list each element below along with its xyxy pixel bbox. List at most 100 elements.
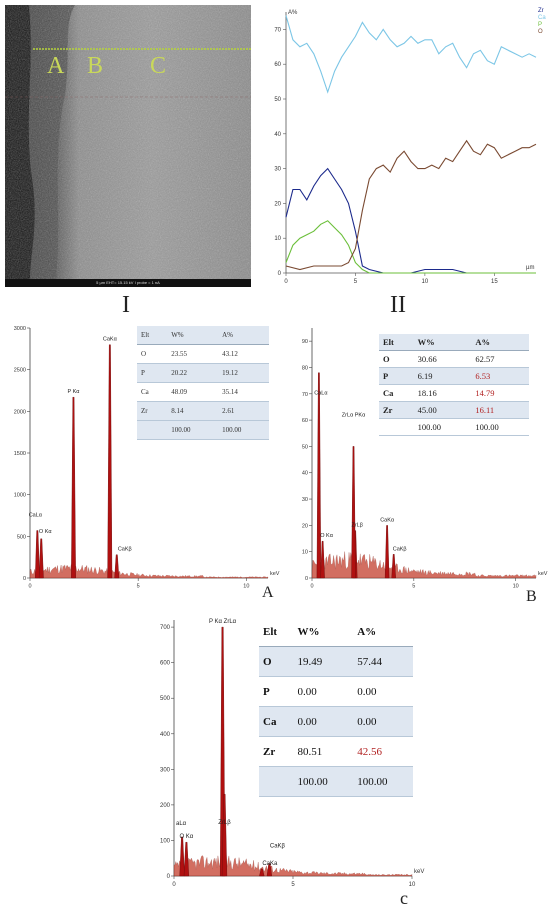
panel-label-i: I [122, 292, 130, 318]
cell-w: 6.19 [413, 367, 472, 385]
sem-texture [5, 5, 251, 287]
x-tick-label: 10 [243, 584, 249, 590]
table-row: O 23.55 43.12 [137, 344, 269, 364]
y-tick-label: 60 [274, 62, 281, 68]
y-tick-label: 30 [274, 167, 281, 173]
cell-w: 45.00 [413, 401, 472, 419]
x-tick-label: 5 [137, 584, 140, 590]
cell-w: 100.00 [167, 420, 219, 440]
cell-elt [137, 420, 168, 440]
cell-w: 19.49 [293, 646, 354, 677]
cell-a: 57.44 [353, 646, 413, 677]
x-axis-unit: keV [414, 869, 424, 875]
cell-elt: O [259, 646, 294, 677]
peak-label: CaKα [380, 517, 395, 523]
series-line-p [285, 220, 536, 274]
cell-elt: Ca [379, 384, 414, 402]
x-axis-unit: keV [270, 571, 280, 577]
y-tick-label: 0 [305, 576, 308, 582]
peak-o-kα [38, 538, 44, 579]
series-line-o [285, 139, 537, 271]
y-tick-label: 0 [23, 576, 26, 582]
spectrum-background [311, 551, 537, 579]
spectrum-background [29, 564, 269, 579]
peak-label: aLα [176, 821, 187, 827]
peak-zrlα-pkα [351, 446, 356, 579]
y-tick-label: 300 [160, 767, 171, 773]
peak-label: CaLα [314, 391, 328, 397]
peak-label: P Kα [68, 389, 81, 395]
y-tick-label: 1500 [14, 451, 26, 457]
table-row: Ca 0.00 0.00 [259, 706, 413, 737]
peak-label: CaKβ [393, 546, 407, 552]
cell-a: 14.79 [471, 384, 529, 402]
cell-elt: P [379, 367, 414, 385]
y-tick-label: 40 [302, 471, 308, 477]
cell-a: 43.12 [218, 344, 269, 364]
cell-w: 0.00 [293, 706, 354, 737]
peak-calα [34, 530, 40, 579]
header-a: A% [218, 326, 269, 345]
peak-label: CaKa [262, 861, 278, 867]
y-tick-label: 90 [302, 339, 308, 345]
peak-cakα [384, 525, 390, 579]
peak-cakβ [114, 554, 120, 579]
peak-label: P Kα ZrLα [209, 619, 237, 625]
y-tick-label: 200 [160, 803, 171, 809]
zone-label-a: A [47, 53, 65, 79]
cell-elt [379, 418, 414, 436]
table-row: P 0.00 0.00 [259, 676, 413, 707]
spectrum-background [173, 853, 413, 877]
peak-calα [316, 372, 322, 579]
peak-label: CaKα [103, 337, 118, 343]
x-axis-unit: keV [538, 571, 548, 577]
peak-zrlβ [221, 794, 228, 877]
y-tick-label: 50 [274, 97, 281, 103]
y-tick-label: 20 [302, 523, 308, 529]
sem-info-bar: 5 µm EHT= 15.15 kV I probe = 1 nA [5, 279, 251, 287]
spectrum-c-chart: 0 100 200 300 400 500 600 700 0 5 10 keV aLα O Kα P Kα… [160, 619, 424, 888]
peak-p-kα [71, 397, 76, 579]
y-tick-label: 50 [302, 444, 308, 450]
header-elt: Elt [137, 326, 168, 345]
spectrum-b-chart: 0 10 20 30 40 50 60 70 80 90 0 5 10 keV CaLα O Kα ZrLβ Zr… [302, 328, 548, 590]
peak-cakα [107, 344, 113, 579]
cell-a: 0.00 [353, 706, 413, 737]
y-tick-label: 60 [302, 418, 308, 424]
cell-elt [259, 766, 294, 797]
peak-label: CaLα [29, 513, 43, 519]
y-tick-label: 10 [274, 236, 281, 242]
table-header-row: Elt W% A% [137, 326, 269, 345]
table-row: Ca 18.16 14.79 [379, 384, 529, 402]
y-tick-label: 3000 [14, 326, 26, 332]
x-tick-label: 15 [491, 279, 498, 285]
peak-o-kα [320, 541, 325, 579]
cell-a: 35.14 [218, 382, 269, 402]
cell-elt: O [137, 344, 168, 364]
y-tick-label: 0 [278, 271, 282, 277]
cell-w: 30.66 [413, 350, 472, 368]
x-tick-label: 10 [409, 882, 416, 888]
header-w: W% [293, 617, 354, 647]
table-row: O 30.66 62.57 [379, 350, 529, 368]
composition-table-a: Elt W% A% O 23.55 43.12 P 20.22 19.12 Ca… [137, 326, 269, 440]
peak-label: O Kα [320, 533, 333, 539]
cell-a: 6.53 [471, 367, 529, 385]
table-row: Zr 45.00 16.11 [379, 401, 529, 419]
table-total-row: 100.00 100.00 [379, 418, 529, 436]
y-tick-label: 600 [160, 661, 171, 667]
x-tick-label: 5 [354, 279, 358, 285]
y-tick-label: 40 [274, 132, 281, 138]
table-row: P 6.19 6.53 [379, 367, 529, 385]
legend-entry-p: P [538, 22, 542, 28]
cell-a: 19.12 [218, 363, 269, 383]
y-tick-label: 700 [160, 625, 171, 631]
spectrum-a-chart: 0 500 1000 1500 2000 2500 3000 0 5 10 keV CaLα O Kα P… [14, 326, 280, 590]
cell-a: 100.00 [471, 418, 529, 436]
panel-label-c: c [400, 888, 408, 908]
cell-w: 80.51 [293, 736, 354, 767]
y-tick-label: 500 [17, 534, 26, 540]
table-row: Zr 8.14 2.61 [137, 401, 269, 421]
zone-label-b: B [87, 53, 104, 79]
